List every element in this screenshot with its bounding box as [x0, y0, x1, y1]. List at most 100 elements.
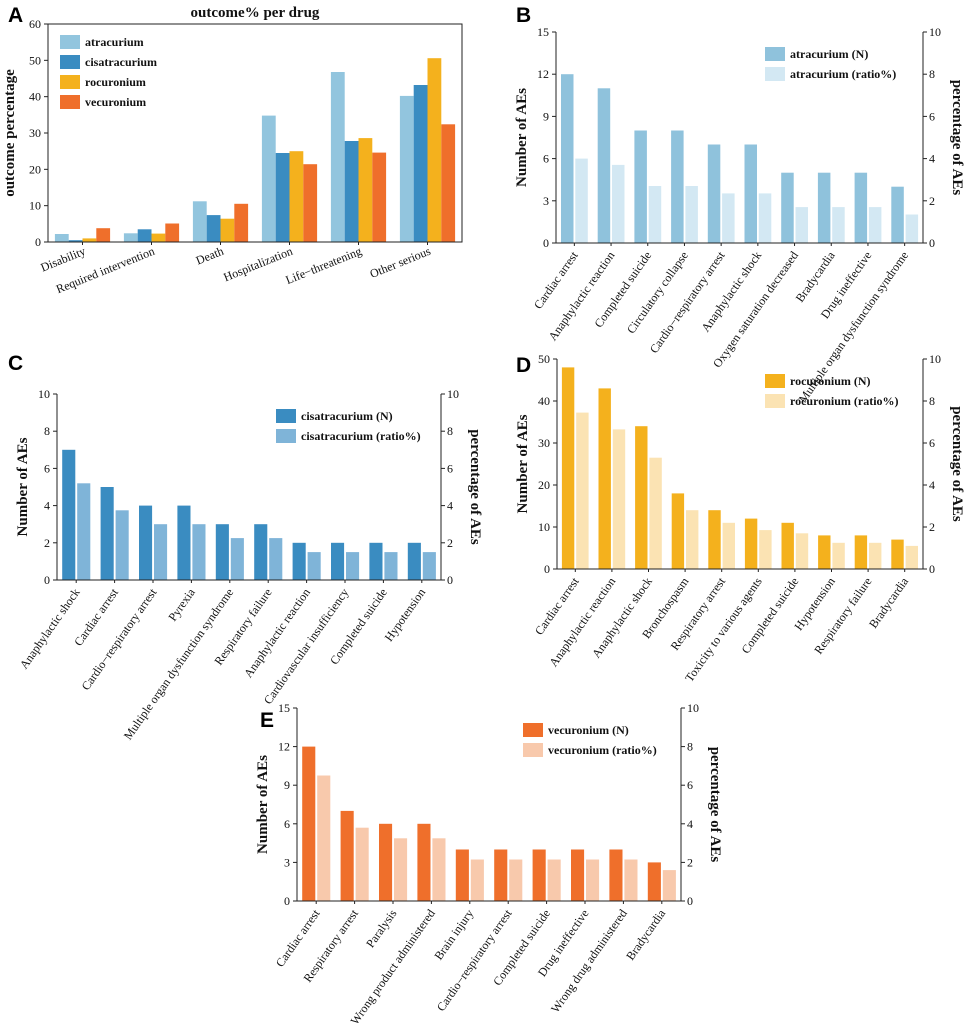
- bar-vecuronium-ratio--8: [624, 859, 638, 901]
- bar-rocuronium-ratio--4: [722, 522, 735, 569]
- y-tick-label: 12: [278, 740, 290, 754]
- legend-label: rocuronium (ratio%): [790, 394, 899, 408]
- bar-vecuronium-ratio--0: [317, 775, 331, 901]
- legend-swatch: [60, 95, 80, 109]
- y2-tick-label: 6: [687, 778, 693, 792]
- y2-tick-label: 10: [929, 25, 941, 39]
- bar-rocuronium-n--9: [891, 539, 904, 569]
- y2-axis-title: percentage of AEs: [467, 429, 483, 545]
- category-label: Death: [194, 244, 226, 268]
- bar-atracurium-n--7: [817, 172, 831, 243]
- y-tick-label: 40: [29, 90, 41, 104]
- bar-atracurium-ratio--0: [575, 158, 588, 243]
- legend-swatch: [60, 55, 80, 69]
- y2-tick-label: 4: [929, 152, 935, 166]
- y-tick-label: 4: [44, 499, 50, 513]
- y-tick-label: 60: [29, 17, 41, 31]
- bar-atracurium-1: [123, 233, 138, 242]
- legend-swatch: [60, 35, 80, 49]
- category-label: Cardio−respiratory arrest: [434, 906, 515, 1014]
- legend-label: vecuronium (ratio%): [548, 743, 657, 757]
- y2-tick-label: 6: [929, 109, 935, 123]
- y-tick-label: 40: [538, 394, 550, 408]
- bar-rocuronium-n--7: [818, 535, 831, 569]
- legend-label: cisatracurium (N): [301, 409, 393, 423]
- legend-swatch: [276, 409, 296, 423]
- panel-label: A: [8, 4, 23, 27]
- bar-rocuronium-3: [289, 151, 304, 242]
- legend-label: cisatracurium: [85, 55, 157, 69]
- bar-atracurium-ratio--4: [722, 193, 735, 243]
- bar-vecuronium-n--6: [532, 849, 546, 901]
- bar-rocuronium-0: [82, 238, 97, 242]
- bar-vecuronium-n--7: [571, 849, 585, 901]
- y-tick-label: 12: [537, 67, 549, 81]
- legend-swatch: [276, 429, 296, 443]
- y2-tick-label: 0: [447, 573, 453, 587]
- category-label: Anaphylactic reaction: [545, 249, 617, 344]
- bar-rocuronium-n--8: [854, 535, 868, 569]
- category-label: Cardio−respiratory arrest: [79, 585, 160, 693]
- bar-rocuronium-ratio--9: [905, 545, 918, 569]
- y-axis-title: outcome percentage: [2, 69, 18, 197]
- bar-rocuronium-n--0: [561, 367, 575, 569]
- bar-vecuronium-1: [165, 223, 180, 242]
- bar-atracurium-n--9: [891, 186, 904, 243]
- bar-vecuronium-ratio--6: [547, 859, 561, 901]
- bar-cisatracurium-n--9: [407, 542, 421, 580]
- y2-tick-label: 2: [447, 536, 453, 550]
- bar-atracurium-4: [330, 72, 345, 242]
- bar-vecuronium-4: [372, 152, 387, 242]
- y-tick-label: 20: [29, 162, 41, 176]
- category-label: Pyrexia: [165, 585, 198, 624]
- bar-vecuronium-ratio--1: [355, 827, 369, 901]
- legend-label: rocuronium: [85, 75, 146, 89]
- category-label: Anaphylactic reaction: [241, 586, 313, 681]
- category-label: Other serious: [368, 244, 433, 281]
- y-tick-label: 10: [38, 387, 50, 401]
- y-tick-label: 9: [284, 778, 290, 792]
- bar-atracurium-n--3: [671, 130, 684, 243]
- y2-tick-label: 0: [929, 236, 935, 250]
- bar-cisatracurium-n--4: [215, 524, 229, 580]
- bar-atracurium-ratio--7: [832, 207, 845, 243]
- panel-label: E: [260, 709, 274, 732]
- bar-atracurium-2: [192, 201, 207, 242]
- y-tick-label: 10: [29, 199, 41, 213]
- bar-atracurium-ratio--2: [648, 186, 662, 243]
- bar-rocuronium-4: [358, 138, 373, 242]
- bar-atracurium-ratio--1: [612, 164, 625, 243]
- bar-atracurium-n--1: [597, 88, 611, 243]
- bar-cisatracurium-n--3: [177, 505, 191, 580]
- bar-rocuronium-n--4: [708, 510, 721, 569]
- y-axis-title: Number of AEs: [515, 414, 531, 513]
- legend-swatch: [765, 67, 785, 81]
- bar-cisatracurium-ratio--1: [115, 510, 129, 581]
- y-tick-label: 15: [537, 25, 549, 39]
- bar-vecuronium-0: [96, 228, 111, 242]
- bar-atracurium-0: [54, 234, 69, 242]
- bar-rocuronium-n--1: [598, 388, 611, 569]
- bar-cisatracurium-n--5: [254, 524, 268, 580]
- bar-cisatracurium-4: [344, 141, 359, 242]
- legend-swatch: [765, 374, 785, 388]
- y2-tick-label: 4: [687, 817, 693, 831]
- bar-atracurium-n--8: [854, 172, 868, 243]
- bar-cisatracurium-ratio--7: [346, 552, 360, 580]
- bar-atracurium-n--6: [781, 172, 794, 243]
- y-tick-label: 0: [544, 562, 550, 576]
- bar-atracurium-n--2: [634, 130, 647, 243]
- category-label: Hospitalization: [221, 244, 294, 284]
- bar-rocuronium-ratio--2: [649, 457, 662, 569]
- bar-vecuronium-n--8: [609, 849, 623, 901]
- bar-vecuronium-ratio--7: [586, 859, 600, 901]
- bar-vecuronium-ratio--5: [509, 859, 523, 901]
- y-tick-label: 50: [538, 352, 550, 366]
- category-label: Wrong drug administered: [548, 907, 630, 1016]
- y2-tick-label: 2: [929, 520, 935, 534]
- y-axis-title: Number of AEs: [514, 88, 530, 187]
- bar-vecuronium-ratio--9: [662, 870, 676, 901]
- legend-label: cisatracurium (ratio%): [301, 429, 421, 443]
- bar-rocuronium-ratio--5: [759, 530, 772, 569]
- y2-tick-label: 8: [929, 394, 935, 408]
